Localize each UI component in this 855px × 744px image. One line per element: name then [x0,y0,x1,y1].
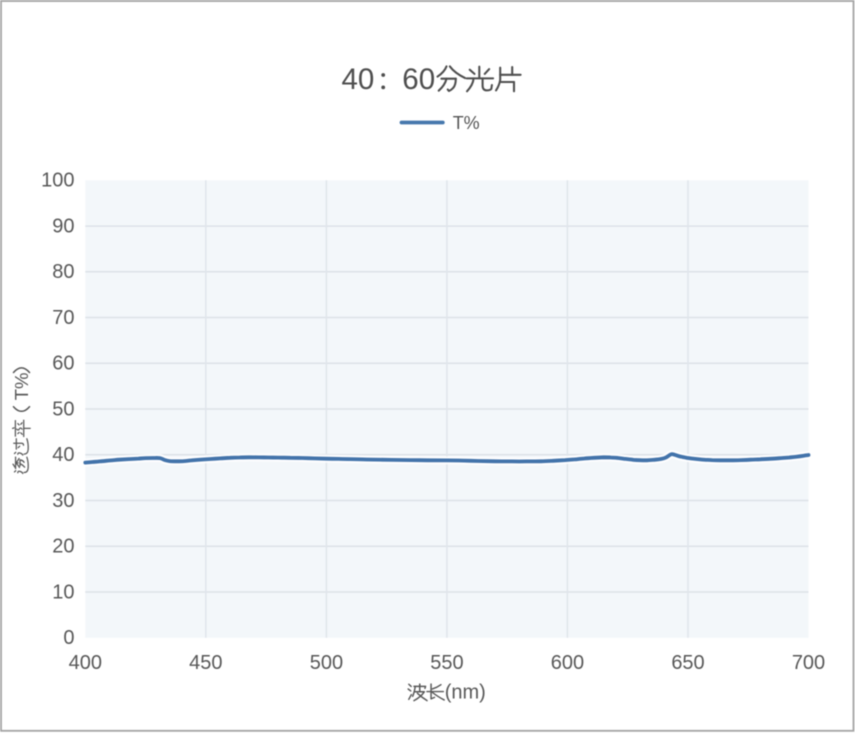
svg-text:(nm): (nm) [445,681,486,703]
svg-text:60: 60 [52,353,74,375]
svg-text:30: 30 [52,490,74,512]
svg-text:70: 70 [52,307,74,329]
svg-text:90: 90 [52,216,74,238]
svg-text:100: 100 [41,170,74,192]
svg-text:60: 60 [402,63,435,96]
svg-text:550: 550 [430,652,463,674]
svg-text:600: 600 [551,652,584,674]
svg-text:T%: T% [453,113,480,133]
svg-text:400: 400 [69,652,102,674]
svg-text:T%: T% [11,373,32,401]
svg-text:700: 700 [792,652,825,674]
svg-text:40: 40 [52,444,74,466]
svg-text:500: 500 [310,652,343,674]
svg-text:40: 40 [342,63,375,96]
svg-text:50: 50 [52,398,74,420]
svg-text:20: 20 [52,536,74,558]
svg-text:650: 650 [671,652,704,674]
svg-text:10: 10 [52,581,74,603]
svg-text:80: 80 [52,261,74,283]
svg-text:450: 450 [189,652,222,674]
svg-text:0: 0 [63,627,74,649]
